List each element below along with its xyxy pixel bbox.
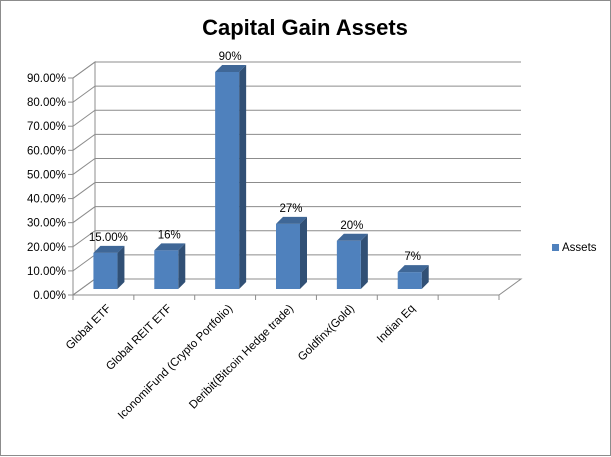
y-tick-label: 0.00% — [33, 290, 66, 302]
x-category-label: Goldfinx(Gold) — [296, 303, 357, 364]
bar-front — [215, 72, 240, 289]
bar-front — [397, 272, 422, 289]
bar-top — [397, 265, 429, 273]
y-tick-label: 80.00% — [27, 97, 66, 109]
bar-top — [93, 245, 125, 253]
bar-side — [300, 216, 307, 289]
y-tick-label: 70.00% — [27, 121, 66, 133]
gridline — [72, 109, 521, 127]
bar-front — [154, 250, 179, 289]
gridline — [72, 206, 521, 224]
y-axis: 0.00% 10.00% 20.00% 30.00% 40.00% 50.00% 60.00… — [27, 73, 74, 302]
data-label: 7% — [404, 251, 421, 263]
bar-top — [276, 216, 307, 224]
gridlines — [72, 61, 521, 296]
data-label: 27% — [279, 203, 302, 215]
gridline — [72, 182, 521, 199]
gridline — [72, 157, 521, 175]
data-label: 16% — [158, 229, 181, 241]
x-category-label: Global ETF — [64, 303, 114, 353]
bar-side — [117, 245, 125, 289]
x-category-label: Deribit(Bitcoin Hedge trade) — [187, 303, 296, 412]
legend-label: Assets — [562, 242, 597, 254]
bar-side — [178, 243, 186, 289]
gridline — [72, 133, 521, 151]
bar-side — [239, 65, 247, 289]
data-label: 90% — [219, 51, 242, 63]
bar — [215, 65, 247, 289]
bar-front — [276, 223, 300, 289]
x-category-label: Indian Eq — [375, 303, 418, 346]
bar-series — [93, 65, 429, 289]
bar — [93, 245, 125, 289]
y-tick-label: 60.00% — [27, 145, 66, 157]
y-tick-label: 40.00% — [27, 194, 66, 206]
side-wall — [72, 61, 96, 296]
y-tick-label: 50.00% — [27, 169, 66, 181]
gridline — [72, 85, 521, 103]
data-labels: 15.00% 16% 90% 27% 20% 7% — [89, 51, 421, 263]
bar — [154, 243, 186, 289]
x-category-label: IconomiFund (Crypto Portfolio) — [116, 303, 235, 422]
y-tick-label: 90.00% — [27, 73, 66, 85]
gridline — [72, 230, 521, 248]
y-tick-label: 20.00% — [27, 242, 66, 254]
bar — [276, 216, 307, 289]
bar-side — [421, 265, 429, 289]
y-tick-label: 10.00% — [27, 266, 66, 278]
bar — [397, 265, 429, 289]
legend-swatch — [552, 244, 559, 251]
bar — [336, 233, 368, 289]
bar-side — [360, 233, 368, 289]
bar-top — [154, 243, 186, 251]
data-label: 15.00% — [89, 232, 128, 244]
chart-title: Capital Gain Assets — [202, 15, 408, 40]
legend: Assets — [552, 242, 597, 254]
y-tick-label: 30.00% — [27, 218, 66, 230]
x-category-label: Global REIT ETF — [104, 303, 174, 373]
bar-top — [215, 65, 247, 72]
bar-front — [93, 252, 118, 289]
bar-front — [336, 240, 361, 289]
bar-top — [336, 233, 368, 241]
data-label: 20% — [340, 220, 363, 232]
gridline — [72, 61, 521, 79]
